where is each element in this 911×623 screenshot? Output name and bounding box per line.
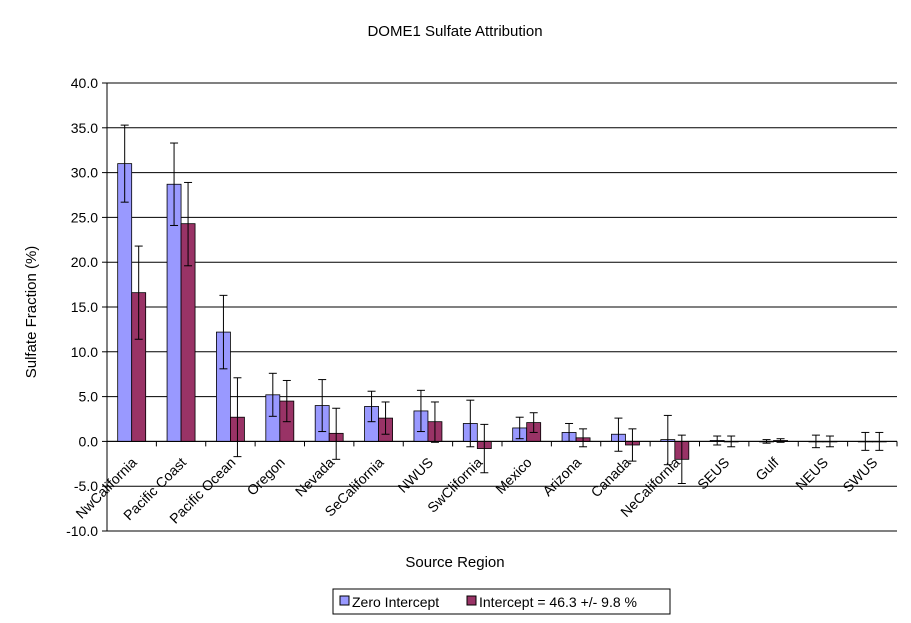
y-tick-label: 25.0 bbox=[71, 209, 98, 225]
y-tick-label: 40.0 bbox=[71, 75, 98, 91]
y-tick-label: -5.0 bbox=[74, 478, 98, 494]
y-tick-label: 20.0 bbox=[71, 254, 98, 270]
y-tick-label: 35.0 bbox=[71, 120, 98, 136]
x-axis-label: Source Region bbox=[405, 554, 504, 571]
chart-title: DOME1 Sulfate Attribution bbox=[367, 23, 542, 40]
axes bbox=[102, 82, 898, 532]
y-tick-label: 5.0 bbox=[79, 389, 99, 405]
y-tick-labels: -10.0 -5.0 0.0 5.0 10.0 15.0 20.0 25.0 30.0 35.0 4… bbox=[66, 75, 98, 539]
y-tick-label: -10.0 bbox=[66, 523, 98, 539]
y-axis-label: Sulfate Fraction (%) bbox=[23, 246, 40, 379]
legend-swatch-intercept bbox=[466, 595, 477, 606]
legend: Zero Intercept Intercept = 46.3 +/- 9.8 … bbox=[332, 588, 671, 615]
legend-swatch-zero-intercept bbox=[339, 595, 350, 606]
y-tick-label: 0.0 bbox=[79, 433, 99, 449]
legend-label-zero-intercept: Zero Intercept bbox=[352, 594, 439, 610]
bar-zero-intercept bbox=[117, 163, 133, 442]
y-tick-label: 15.0 bbox=[71, 299, 98, 315]
y-tick-label: 30.0 bbox=[71, 165, 98, 181]
legend-box bbox=[332, 588, 671, 615]
legend-label-intercept: Intercept = 46.3 +/- 9.8 % bbox=[479, 594, 637, 610]
error-bars bbox=[120, 124, 884, 485]
y-tick-label: 10.0 bbox=[71, 344, 98, 360]
